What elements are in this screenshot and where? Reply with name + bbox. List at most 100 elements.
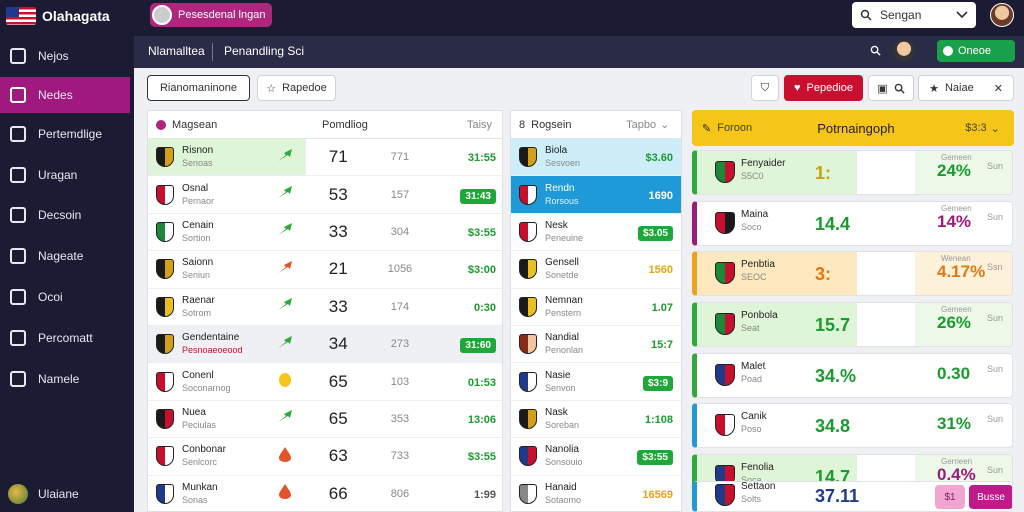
table-row[interactable]: Saionn Seniun 21 1056 $3:00 xyxy=(148,251,502,289)
table-row[interactable]: Hanaid Sotaomo 16569 xyxy=(511,476,681,511)
secondary-value: 1056 xyxy=(387,263,413,276)
table-row[interactable]: Munkan Sonas 66 806 1:99 xyxy=(148,476,502,511)
table-row[interactable]: Cenain Sortion 33 304 $3:55 xyxy=(148,214,502,252)
card-metric: 34.% xyxy=(815,366,857,386)
table-row[interactable]: Nask Soreban 1:108 xyxy=(511,401,681,439)
performance-card[interactable]: Canik Poso 34.8 31% Sun xyxy=(692,403,1013,448)
card-button-2[interactable]: Busse xyxy=(969,485,1012,509)
sidebar-item-3[interactable]: Pertemdlige xyxy=(0,116,130,152)
odds-value: $3:55 xyxy=(467,451,496,464)
page-title: Nlamalltea xyxy=(148,44,205,58)
sidebar-item-9[interactable]: Namele xyxy=(0,361,130,397)
header-right: Tapbo xyxy=(626,118,657,131)
sidebar-item-6[interactable]: Nageate xyxy=(0,238,130,274)
odds-cell: $3:55 xyxy=(418,223,502,241)
team-name: Maina Soco xyxy=(741,208,768,234)
table-row[interactable]: Nanolia Sonsouio $3:55 xyxy=(511,438,681,476)
score-value: 33 xyxy=(328,221,348,241)
table-row[interactable]: Rendn Rorsous 1690 xyxy=(511,176,681,214)
table-row[interactable]: Gensell Sonetde 1560 xyxy=(511,251,681,289)
team-crest-icon xyxy=(156,446,174,467)
sidebar-item-label: Nedes xyxy=(38,88,73,102)
team-subtitle: Soca xyxy=(741,475,762,485)
card-percentage: 26% xyxy=(937,313,972,332)
team-name-text: Penbtia xyxy=(741,259,775,270)
sidebar-item-2[interactable]: Nedes xyxy=(0,77,130,113)
team-subtitle: S5C0 xyxy=(741,171,764,181)
tag-icon xyxy=(10,48,26,64)
table-row[interactable]: Gendentaine Pesnoaeoeood 34 273 31:60 xyxy=(148,326,502,364)
print-search-button[interactable]: ▣ xyxy=(868,75,914,101)
team-crest-icon xyxy=(156,334,174,355)
table-row[interactable]: Conbonar Senlcorc 63 733 $3:55 xyxy=(148,438,502,476)
table-row[interactable]: Osnal Pernaor 53 157 31:43 xyxy=(148,176,502,214)
sidebar-item-4[interactable]: Uragan xyxy=(0,157,130,193)
team-name: Fenolia Soca xyxy=(741,461,774,487)
action-button[interactable]: Oneoe xyxy=(937,40,1015,62)
team-subtitle: Pernaor xyxy=(182,195,215,206)
table-row[interactable]: Biola Sesvoen $3.60 xyxy=(511,139,681,177)
team-name-text: Nesk xyxy=(545,219,568,231)
card-metric: 34.8 xyxy=(815,416,851,436)
odds-cell: $3:00 xyxy=(418,260,502,278)
performance-card[interactable]: Maina Soco 14.4 Gemeen 14% Sun xyxy=(692,201,1013,246)
sidebar-item-1[interactable]: Nejos xyxy=(0,38,130,74)
search-icon[interactable] xyxy=(870,45,881,59)
team-name: Raenar Sotrom xyxy=(182,295,276,319)
card-metric: 15.7 xyxy=(815,315,851,335)
chevron-down-icon: ⌄ xyxy=(660,119,670,131)
header-mid: Potrnaingoph xyxy=(817,120,895,136)
trend-icon xyxy=(276,259,294,280)
sidebar-footer-label: Ulaiane xyxy=(38,487,79,501)
team-subtitle: Rorsous xyxy=(545,195,579,206)
card-button-1[interactable]: $1 xyxy=(935,485,965,509)
tab-primary[interactable]: Rianomaninone xyxy=(147,75,250,101)
odds-cell: $3:55 xyxy=(619,447,681,466)
red-action-button[interactable]: ♥ Pepedioe xyxy=(784,75,863,101)
performance-card[interactable]: Settaon Solts 37.11 $1 Busse xyxy=(692,481,1013,512)
table-row[interactable]: Nemnan Penstern 1.07 xyxy=(511,289,681,326)
sidebar-item-8[interactable]: Percomatt xyxy=(0,320,130,356)
team-name-text: Nanolia xyxy=(545,444,579,456)
score-value: 21 xyxy=(328,259,348,279)
sidebar-item-5[interactable]: Decsoin xyxy=(0,197,130,233)
performance-card[interactable]: Ponbola Seat 15.7 Gemeen 26% Sun xyxy=(692,302,1013,347)
team-name-text: Maina xyxy=(741,209,769,220)
table-row[interactable]: Nesk Peneuine $3.05 xyxy=(511,214,681,252)
odds-value: $3:55 xyxy=(637,450,673,466)
menu-dropdown[interactable]: ★ Naiae ✕ xyxy=(918,75,1014,101)
performance-card[interactable]: Malet Poad 34.% 0.30 Sun xyxy=(692,353,1013,398)
odds-cell: 1690 xyxy=(619,186,681,204)
performance-card[interactable]: Penbtia SEOC 3: Wenean 4.17% Ssn xyxy=(692,251,1013,296)
performance-card[interactable]: Fenyaider S5C0 1: Gemeen 24% Sun xyxy=(692,150,1013,195)
chevron-down-icon xyxy=(956,11,968,19)
shield-button[interactable]: ⛉ xyxy=(751,75,779,101)
odds-cell: 13:06 xyxy=(418,410,502,428)
table-row[interactable]: Raenar Sotrom 33 174 0:30 xyxy=(148,289,502,326)
secondary-value: 273 xyxy=(390,338,410,351)
sidebar-item-label: Percomatt xyxy=(38,331,93,345)
card-metric: 37.11 xyxy=(815,486,860,506)
table-row[interactable]: Nasie Senvon $3:9 xyxy=(511,363,681,401)
table-row[interactable]: Risnon Senoas 71 771 31:55 xyxy=(148,139,502,177)
score-value: 53 xyxy=(328,184,348,204)
odds-value: 31:43 xyxy=(460,188,496,204)
sidebar-item-7[interactable]: Ocoi xyxy=(0,279,130,315)
search-dropdown[interactable]: Sengan xyxy=(852,2,976,28)
trend-icon xyxy=(276,221,294,242)
table-row[interactable]: Nandial Penonlan 15:7 xyxy=(511,326,681,364)
tab-secondary[interactable]: ☆ Rapedoe xyxy=(257,75,336,101)
avatar[interactable] xyxy=(893,40,915,62)
secondary-value: 157 xyxy=(390,188,410,201)
team-subtitle: Senlcorc xyxy=(182,457,218,468)
profile-pill[interactable]: Pesesdenal lngan xyxy=(150,3,272,27)
secondary-value: 304 xyxy=(390,225,410,238)
table-row[interactable]: Conenl Soconarnog 65 103 01:53 xyxy=(148,363,502,401)
table-row[interactable]: Nuea Peciulas 65 353 13:06 xyxy=(148,401,502,439)
team-name: Risnon Senoas xyxy=(182,145,276,169)
sidebar-footer-user[interactable]: Ulaiane xyxy=(8,484,79,504)
app-brand[interactable]: Olahagata xyxy=(6,5,110,27)
sidebar-item-label: Uragan xyxy=(38,168,78,182)
team-crest-icon xyxy=(715,212,735,234)
user-avatar[interactable] xyxy=(990,3,1014,27)
